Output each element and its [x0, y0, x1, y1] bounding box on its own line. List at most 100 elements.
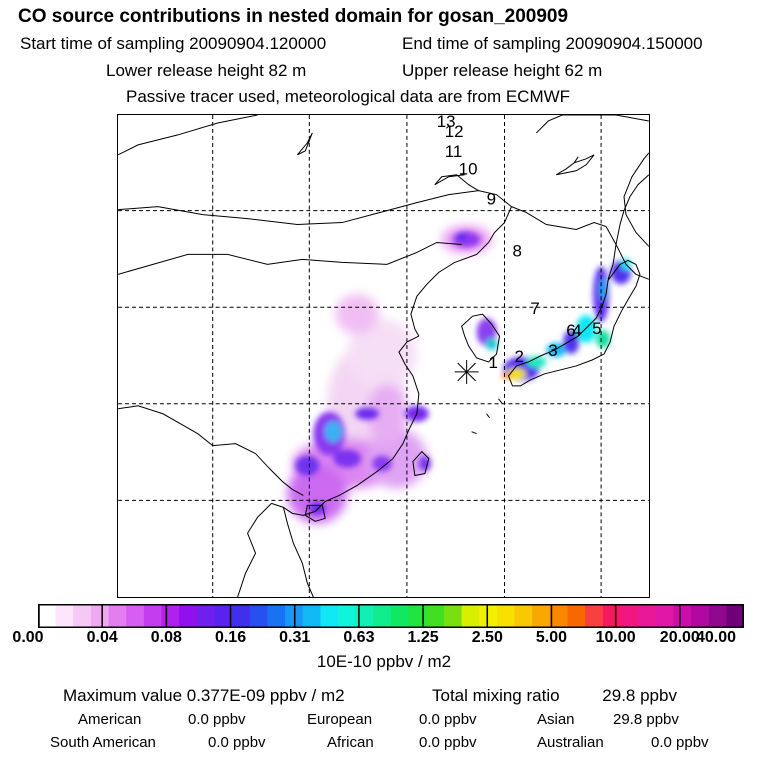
release-site-marker [454, 359, 479, 384]
region-name: Australian [537, 734, 604, 751]
colorbar-tick-label: 0.04 [86, 629, 118, 646]
region-australian: Australian 0.0 ppbv [537, 734, 709, 751]
colorbar-swatch [549, 604, 568, 628]
upper-height-label: Upper release height 62 m [402, 61, 603, 80]
colorbar-tick-label: 0.31 [279, 629, 311, 646]
trajectory-label: 10 [459, 160, 478, 179]
colorbar-tick-label: 0.00 [12, 629, 44, 646]
colorbar-swatch [602, 604, 621, 628]
trajectory-label: 2 [514, 347, 523, 366]
trajectory-label: 13 [437, 114, 456, 131]
region-value: 0.0 ppbv [419, 734, 477, 751]
region-south-american: South American 0.0 ppbv [50, 734, 266, 751]
region-value: 0.0 ppbv [208, 734, 266, 751]
colorbar-swatch [391, 604, 410, 628]
region-european: European 0.0 ppbv [307, 711, 477, 728]
trajectory-label: 1 [489, 353, 498, 372]
colorbar-swatch [443, 604, 463, 628]
colorbar-swatch [38, 604, 57, 628]
colorbar-swatch [108, 604, 127, 628]
colorbar-swatch [655, 604, 674, 628]
map-gridlines [118, 115, 649, 597]
colorbar [38, 604, 744, 628]
total-mixing-label: Total mixing ratio [432, 686, 560, 705]
region-name: African [327, 734, 374, 751]
colorbar-swatch [673, 604, 692, 628]
colorbar-swatch [426, 604, 445, 628]
colorbar-tick-label: 0.08 [150, 629, 182, 646]
colorbar-tick-label: 0.16 [214, 629, 247, 646]
colorbar-swatch [532, 604, 551, 628]
colorbar-swatch [126, 604, 145, 628]
colorbar-swatch [408, 604, 427, 628]
concentration-core [295, 231, 498, 515]
region-value: 0.0 ppbv [419, 711, 477, 728]
trajectory-label: 12 [445, 122, 464, 141]
region-asian: Asian 29.8 ppbv [537, 711, 679, 728]
colorbar-swatch [585, 604, 604, 628]
colorbar-swatch [496, 604, 516, 628]
colorbar-swatch [691, 604, 710, 628]
colorbar-swatch [373, 604, 392, 628]
region-value: 0.0 ppbv [651, 734, 709, 751]
colorbar-swatch [249, 604, 268, 628]
colorbar-swatch [338, 604, 357, 628]
colorbar-swatch [214, 604, 233, 628]
tracer-note: Passive tracer used, meteorological data… [126, 87, 571, 106]
colorbar-tick-label: 2.50 [471, 629, 503, 646]
colorbar-swatch [567, 604, 586, 628]
colorbar-swatch [267, 604, 286, 628]
colorbar-tick-label: 0.63 [343, 629, 375, 646]
coastlines [118, 115, 649, 597]
colorbar-swatch [143, 604, 163, 628]
maximum-value: Maximum value 0.377E-09 ppbv / m2 [63, 686, 345, 705]
trajectory-label: 9 [487, 190, 496, 209]
trajectory-label: 7 [530, 299, 539, 318]
colorbar-swatch [320, 604, 339, 628]
trajectory-label: 3 [548, 341, 557, 360]
region-name: European [307, 711, 373, 728]
colorbar-swatch [461, 604, 480, 628]
start-time-label: Start time of sampling 20090904.120000 [20, 34, 327, 53]
colorbar-swatch [514, 604, 533, 628]
trajectory-label: 11 [445, 142, 463, 161]
region-name: South American [50, 734, 156, 751]
colorbar-tick-label: 20.00 [659, 629, 700, 646]
trajectory-label: 5 [592, 319, 601, 338]
colorbar-units: 10E-10 ppbv / m2 [316, 652, 452, 671]
region-name: American [78, 711, 142, 728]
colorbar-swatch [726, 604, 744, 628]
colorbar-swatch [90, 604, 110, 628]
colorbar-swatch [479, 604, 498, 628]
region-value: 0.0 ppbv [188, 711, 246, 728]
region-name: Asian [537, 711, 575, 728]
region-value: 29.8 ppbv [613, 711, 679, 728]
colorbar-frame [38, 604, 744, 628]
colorbar-swatch [73, 604, 92, 628]
colorbar-swatch [620, 604, 639, 628]
end-time-label: End time of sampling 20090904.150000 [402, 34, 703, 53]
colorbar-swatch [161, 604, 180, 628]
colorbar-swatch [55, 604, 74, 628]
region-african: African 0.0 ppbv [327, 734, 477, 751]
colorbar-swatch [179, 604, 198, 628]
lower-height-label: Lower release height 82 m [106, 61, 307, 80]
colorbar-swatch [232, 604, 251, 628]
colorbar-tick-label: 10.00 [595, 629, 636, 646]
trajectory-label: 4 [572, 321, 581, 340]
region-american: American 0.0 ppbv [78, 711, 246, 728]
total-mixing-value: 29.8 ppbv [602, 686, 677, 705]
concentration-plume [287, 225, 492, 524]
colorbar-tick-label: 5.00 [535, 629, 568, 646]
colorbar-swatch [638, 604, 657, 628]
colorbar-swatch [302, 604, 321, 628]
plot-title: CO source contributions in nested domain… [18, 6, 569, 27]
total-mixing-ratio: Total mixing ratio 29.8 ppbv [432, 686, 677, 706]
colorbar-tick-label: 1.25 [407, 629, 439, 646]
trajectory-label: 8 [512, 241, 521, 260]
colorbar-swatch [708, 604, 727, 628]
trajectory-label: 6 [566, 321, 575, 340]
colorbar-swatch [196, 604, 215, 628]
